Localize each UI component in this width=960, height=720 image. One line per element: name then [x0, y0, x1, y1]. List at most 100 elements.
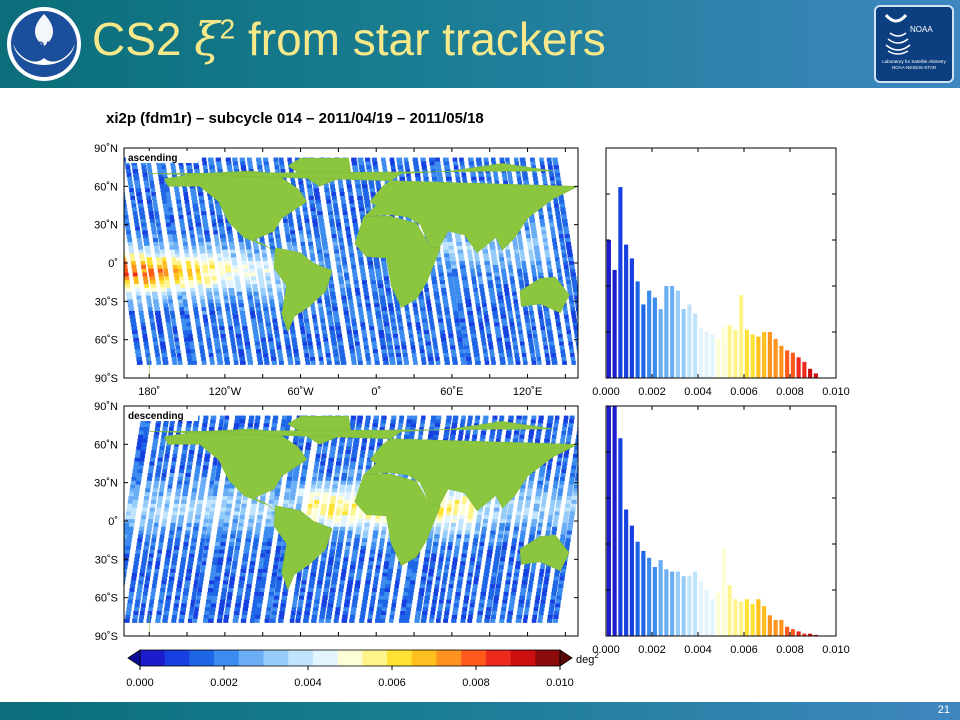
- map-cell: [138, 576, 144, 581]
- map-cell: [193, 211, 200, 216]
- map-cell: [406, 318, 412, 323]
- map-cell: [179, 614, 185, 620]
- map-cell: [228, 488, 235, 493]
- map-cell: [273, 157, 279, 162]
- map-cell: [126, 507, 133, 512]
- map-cell: [318, 307, 324, 312]
- map-cell: [249, 511, 256, 516]
- map-cell: [200, 207, 206, 212]
- map-cell: [219, 599, 226, 604]
- map-cell: [544, 353, 550, 358]
- map-cell: [256, 310, 262, 316]
- map-cell: [263, 561, 269, 566]
- map-cell: [204, 515, 209, 520]
- map-cell: [310, 207, 316, 212]
- map-cell: [456, 333, 463, 339]
- map-cell: [242, 326, 248, 331]
- map-cell: [325, 195, 331, 201]
- map-cell: [214, 580, 220, 585]
- map-cell: [184, 199, 190, 204]
- map-cell: [186, 264, 192, 270]
- map-cell: [504, 287, 509, 293]
- map-cell: [169, 423, 175, 428]
- map-cell: [354, 534, 361, 539]
- map-cell: [194, 576, 199, 581]
- map-cell: [518, 333, 524, 339]
- map-cell: [192, 427, 198, 432]
- map-cell: [325, 192, 331, 197]
- map-cell: [503, 284, 509, 289]
- map-cell: [175, 284, 181, 289]
- map-cell: [536, 261, 542, 266]
- map-cell: [295, 580, 301, 585]
- map-cell: [141, 226, 148, 231]
- map-cell: [257, 603, 263, 608]
- map-cell: [400, 337, 406, 342]
- map-cell: [539, 218, 545, 224]
- map-cell: [361, 180, 368, 185]
- map-cell: [431, 176, 438, 181]
- map-cell: [217, 257, 223, 262]
- map-cell: [152, 580, 158, 585]
- map-cell: [286, 415, 292, 420]
- map-cell: [380, 423, 386, 428]
- map-cell: [133, 611, 139, 616]
- map-cell: [347, 295, 353, 300]
- map-cell: [244, 341, 251, 346]
- map-cell: [553, 245, 558, 250]
- map-cell: [371, 157, 377, 162]
- map-cell: [342, 561, 348, 566]
- map-cell: [188, 553, 195, 558]
- map-cell: [351, 161, 358, 166]
- map-cell: [110, 611, 116, 615]
- map-cell: [161, 522, 167, 528]
- map-cell: [308, 584, 315, 589]
- map-cell: [153, 303, 160, 308]
- map-cell: [345, 542, 351, 547]
- map-cell: [147, 203, 153, 208]
- map-cell: [346, 484, 353, 489]
- map-cell: [306, 595, 313, 600]
- map-cell: [268, 291, 274, 296]
- map-cell: [134, 553, 140, 558]
- map-cell: [264, 268, 270, 273]
- map-cell: [541, 330, 546, 335]
- map-cell: [154, 476, 160, 482]
- map-cell: [187, 360, 193, 365]
- map-cell: [457, 337, 463, 342]
- map-cell: [191, 195, 198, 201]
- map-cell: [223, 614, 229, 620]
- map-cell: [368, 557, 375, 562]
- map-cell: [548, 337, 554, 342]
- map-cell: [271, 607, 278, 612]
- map-cell: [357, 415, 363, 420]
- map-cell: [124, 253, 126, 258]
- map-cell: [230, 337, 235, 342]
- map-cell: [258, 276, 264, 281]
- map-cell: [396, 310, 402, 316]
- map-cell: [223, 576, 229, 581]
- map-cell: [241, 561, 248, 566]
- map-cell: [536, 264, 543, 270]
- map-cell: [172, 611, 178, 616]
- map-cell: [553, 165, 559, 170]
- map-cell: [374, 519, 381, 524]
- map-cell: [165, 188, 170, 193]
- map-cell: [340, 519, 347, 524]
- map-cell: [348, 469, 355, 474]
- map-cell: [356, 419, 363, 424]
- map-cell: [125, 542, 132, 547]
- map-cell: [499, 261, 505, 266]
- map-cell: [191, 295, 197, 300]
- map-cell: [312, 561, 318, 566]
- map-cell: [185, 203, 190, 208]
- map-cell: [407, 322, 412, 327]
- map-cell: [274, 272, 280, 277]
- map-cell: [169, 572, 175, 577]
- map-cell: [469, 165, 475, 170]
- map-cell: [486, 176, 492, 181]
- map-cell: [351, 453, 357, 459]
- map-cell: [195, 511, 202, 516]
- map-cell: [251, 607, 257, 612]
- map-cell: [158, 492, 164, 497]
